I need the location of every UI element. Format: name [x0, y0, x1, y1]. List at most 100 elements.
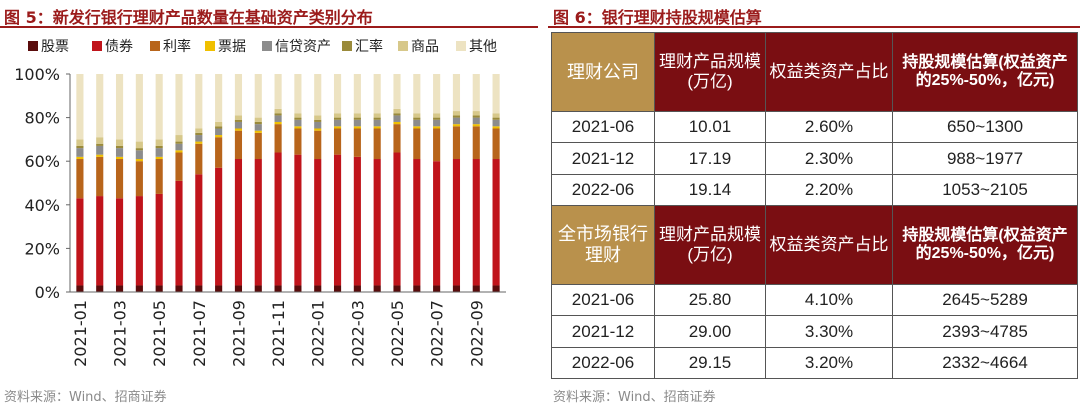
- x-tick-label: 2022-07: [428, 300, 447, 367]
- bar-segment-2021-12-债券: [294, 154, 302, 286]
- table-cell: 29.15: [654, 346, 766, 380]
- bar-segment-2021-12-信贷资产: [294, 119, 302, 127]
- bar-segment-2022-04-商品: [373, 113, 381, 118]
- bar-segment-2021-02-利率: [96, 156, 104, 197]
- bar-segment-2021-06-信贷资产: [175, 143, 183, 151]
- table-cell: 2021-06: [551, 283, 655, 317]
- bar-segment-2021-10-信贷资产: [254, 124, 262, 131]
- table-cell: 17.19: [654, 142, 766, 175]
- bar-segment-2022-10-其他: [492, 74, 500, 114]
- table-cell: 3.20%: [765, 346, 893, 380]
- bar-segment-2021-05-票据: [155, 156, 163, 160]
- bar-segment-2022-01-其他: [314, 74, 322, 116]
- bar-segment-2021-09-信贷资产: [234, 121, 243, 129]
- bar-segment-2022-07-利率: [433, 128, 441, 162]
- bar-segment-2021-06-债券: [175, 180, 183, 286]
- bar-segment-2022-08-票据: [452, 124, 461, 127]
- bar-segment-2021-07-信贷资产: [195, 135, 203, 142]
- bar-segment-2022-06-债券: [413, 159, 421, 286]
- bar-segment-2021-11-股票: [274, 285, 282, 292]
- bar-segment-2021-09-股票: [234, 285, 243, 292]
- bar-segment-2021-01-债券: [76, 198, 84, 286]
- bar-segment-2021-10-利率: [254, 132, 262, 160]
- legend-label-4: 信贷资产: [275, 39, 331, 55]
- table-cell: 2393~4785: [892, 315, 1078, 348]
- bar-segment-2022-10-汇率: [492, 117, 500, 120]
- table-header-row: 理财公司 理财产品规模(万亿) 权益类资产占比 持股规模估算(权益资产的25%-50%…: [551, 32, 1078, 112]
- bar-segment-2021-11-商品: [274, 108, 282, 114]
- legend-swatch-5: [342, 41, 352, 51]
- legend-swatch-1: [92, 41, 102, 51]
- bar-segment-2021-07-其他: [195, 74, 203, 129]
- bar-segment-2022-03-信贷资产: [353, 119, 361, 127]
- x-tick-label: 2021-07: [190, 300, 209, 367]
- bar-segment-2021-11-票据: [274, 121, 282, 125]
- bar-segment-2021-12-利率: [294, 128, 302, 155]
- bar-segment-2021-10-票据: [254, 130, 262, 133]
- bar-segment-2022-09-信贷资产: [472, 117, 480, 125]
- bar-segment-2022-08-信贷资产: [452, 117, 461, 125]
- bar-segment-2022-01-商品: [314, 115, 322, 120]
- bar-segment-2021-11-债券: [274, 152, 282, 286]
- x-tick-label: 2022-05: [388, 300, 407, 367]
- bar-segment-2022-02-其他: [333, 74, 342, 114]
- bar-segment-2021-02-债券: [96, 196, 104, 286]
- table-source-note: 资料来源：Wind、招商证券: [553, 390, 716, 405]
- bar-segment-2022-06-汇率: [413, 117, 421, 120]
- table-row: 2021-12 17.19 2.30% 988~1977: [551, 142, 1078, 175]
- bar-segment-2021-11-汇率: [274, 113, 282, 116]
- header-cell: 全市场银行理财: [551, 204, 655, 285]
- bar-segment-2021-05-债券: [155, 193, 163, 286]
- bar-segment-2022-01-利率: [314, 130, 322, 160]
- bar-segment-2021-01-股票: [76, 285, 84, 292]
- bar-segment-2021-02-商品: [96, 137, 104, 144]
- bar-segment-2021-11-其他: [274, 74, 282, 109]
- bar-segment-2022-08-债券: [452, 159, 461, 286]
- bar-segment-2022-04-信贷资产: [373, 119, 381, 127]
- bar-segment-2021-10-汇率: [254, 121, 262, 125]
- bar-segment-2022-10-票据: [492, 126, 500, 129]
- bar-segment-2021-06-利率: [175, 152, 183, 181]
- bar-segment-2022-07-票据: [433, 126, 441, 129]
- bar-segment-2022-01-票据: [314, 128, 322, 131]
- bar-segment-2021-04-汇率: [135, 148, 143, 151]
- legend-swatch-2: [150, 41, 160, 51]
- bar-segment-2022-03-其他: [353, 74, 361, 114]
- table-cell: 2.30%: [765, 142, 893, 175]
- bar-segment-2022-05-汇率: [393, 113, 401, 116]
- bar-segment-2021-09-其他: [234, 74, 243, 116]
- bar-segment-2021-08-债券: [215, 167, 223, 286]
- y-tick-label: 0%: [35, 283, 60, 302]
- bar-segment-2022-08-利率: [452, 126, 461, 160]
- bar-segment-2021-09-票据: [234, 128, 243, 131]
- legend-label-2: 利率: [163, 38, 191, 55]
- bar-segment-2022-10-信贷资产: [492, 119, 500, 127]
- header-cell: 持股规模估算(权益资产的25%-50%，亿元): [892, 204, 1078, 285]
- bar-segment-2021-08-信贷资产: [215, 128, 223, 136]
- bar-segment-2021-12-汇率: [294, 117, 302, 120]
- table-cell: 2022-06: [551, 346, 655, 380]
- y-axis: 0% 20% 40% 60% 80% 100%: [14, 65, 71, 302]
- bar-segment-2021-07-票据: [195, 141, 203, 144]
- table-cell: 19.14: [654, 173, 766, 206]
- bar-segment-2022-06-利率: [413, 128, 421, 160]
- header-cell: 权益类资产占比: [765, 32, 893, 112]
- y-tick-label: 80%: [24, 109, 60, 128]
- legend-swatch-6: [398, 41, 408, 51]
- bar-segment-2021-03-汇率: [115, 145, 124, 149]
- bar-segment-2021-07-商品: [195, 128, 203, 133]
- table-cell: 2021-12: [551, 142, 655, 175]
- header-cell: 权益类资产占比: [765, 204, 893, 285]
- bar-segment-2021-12-票据: [294, 126, 302, 129]
- bar-segment-2021-09-汇率: [234, 119, 243, 122]
- bar-segment-2021-05-股票: [155, 285, 163, 292]
- bar-segment-2021-07-利率: [195, 143, 203, 175]
- table-cell: 2022-06: [551, 173, 655, 206]
- bar-segment-2021-04-股票: [135, 285, 143, 292]
- bar-segment-2021-02-信贷资产: [96, 145, 104, 155]
- table-cell: 2645~5289: [892, 283, 1078, 317]
- bar-segment-2021-05-商品: [155, 139, 163, 146]
- bar-segment-2021-03-商品: [115, 139, 124, 146]
- table-row: 2021-06 10.01 2.60% 650~1300: [551, 110, 1078, 144]
- table-cell: 650~1300: [892, 110, 1078, 144]
